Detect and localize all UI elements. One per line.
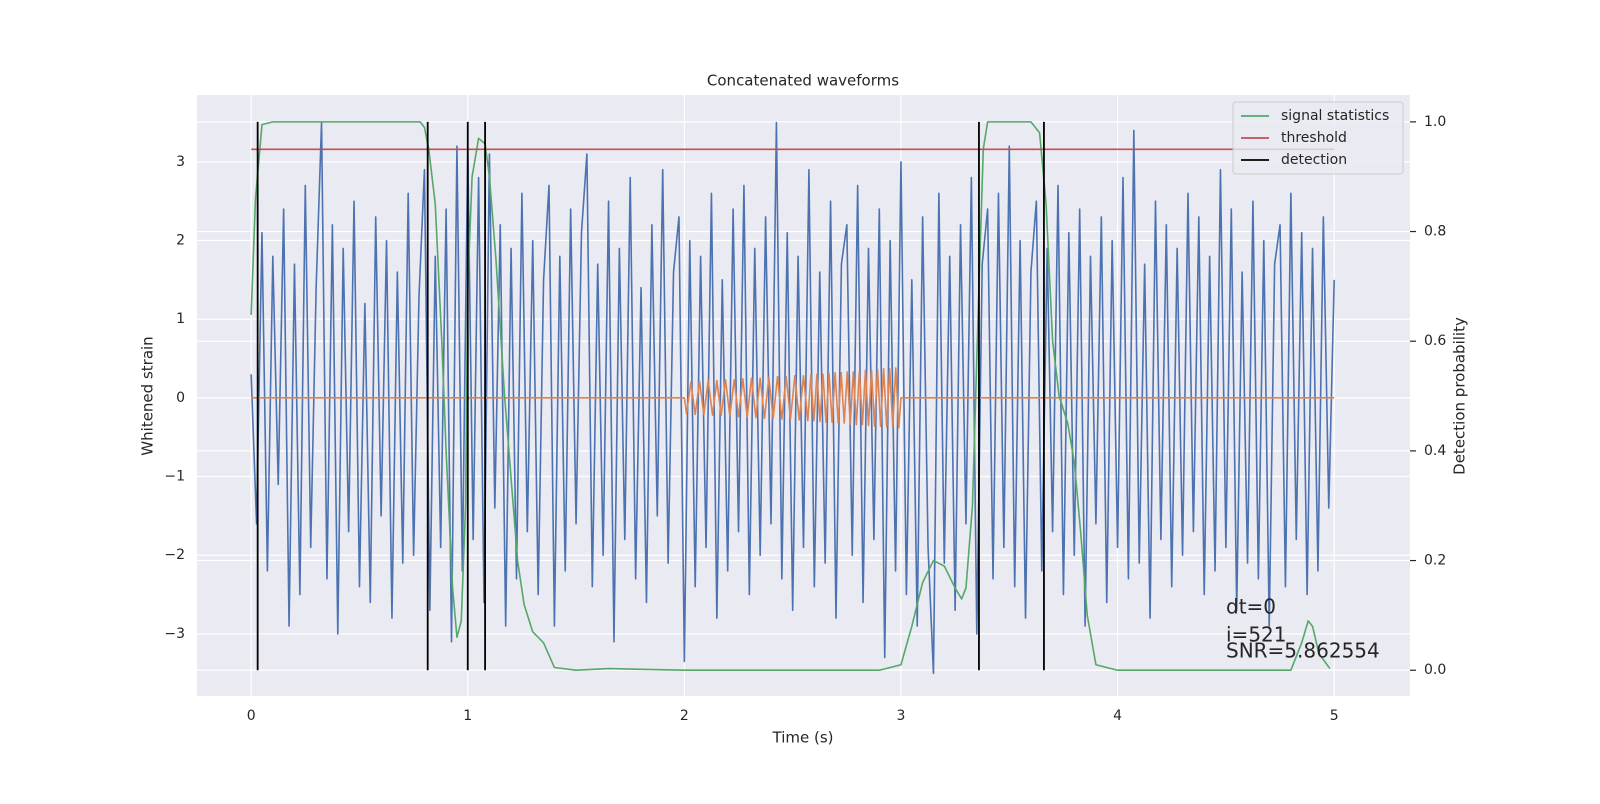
y2-tick-label: 1.0 xyxy=(1424,114,1446,130)
x-tick-label: 2 xyxy=(680,708,689,724)
chart-title: Concatenated waveforms xyxy=(707,72,899,90)
y2-tick-label: 0.0 xyxy=(1424,662,1446,678)
legend-label: detection xyxy=(1281,152,1347,168)
x-tick-label: 0 xyxy=(247,708,256,724)
y2-tick-label: 0.2 xyxy=(1424,553,1446,569)
labels: 0 1 2 3 4 5 −3 −2 −1 0 1 2 3 0.0 0.2 0.4 0.6 0.8 1.0 xyxy=(164,114,1446,724)
annotation: SNR=5.862554 xyxy=(1226,639,1380,663)
legend-box xyxy=(1232,101,1404,175)
annotation: i=521 xyxy=(1226,623,1287,647)
y-tick-label: 1 xyxy=(176,311,185,327)
x-tick-label: 3 xyxy=(897,708,906,724)
y-tick-label: 3 xyxy=(176,154,185,170)
series-line xyxy=(250,121,1331,672)
y-tick-label: −1 xyxy=(164,469,185,485)
y2-tick-label: 0.6 xyxy=(1424,333,1446,349)
x-tick-label: 4 xyxy=(1113,708,1122,724)
x-axis-label: Time (s) xyxy=(772,729,834,747)
y-tick-label: 0 xyxy=(176,390,185,406)
y2-axis-label: Detection probability xyxy=(1451,317,1469,475)
series-line xyxy=(251,367,1335,429)
y-axis-label: Whitened strain xyxy=(139,336,157,455)
y2-tick-label: 0.4 xyxy=(1424,443,1446,459)
annotation: dt=0 xyxy=(1226,595,1276,619)
x-tick-label: 5 xyxy=(1330,708,1339,724)
x-tick-label: 1 xyxy=(463,708,472,724)
series-line xyxy=(250,121,1335,674)
y-tick-label: −3 xyxy=(164,626,185,642)
marks xyxy=(250,121,1335,674)
y-tick-label: −2 xyxy=(164,547,185,563)
y2-tick-label: 0.8 xyxy=(1424,224,1446,240)
y-tick-label: 2 xyxy=(176,233,185,249)
legend-label: threshold xyxy=(1281,130,1347,146)
legend: signal statistics threshold detection xyxy=(1232,101,1404,175)
legend-label: signal statistics xyxy=(1281,108,1389,124)
